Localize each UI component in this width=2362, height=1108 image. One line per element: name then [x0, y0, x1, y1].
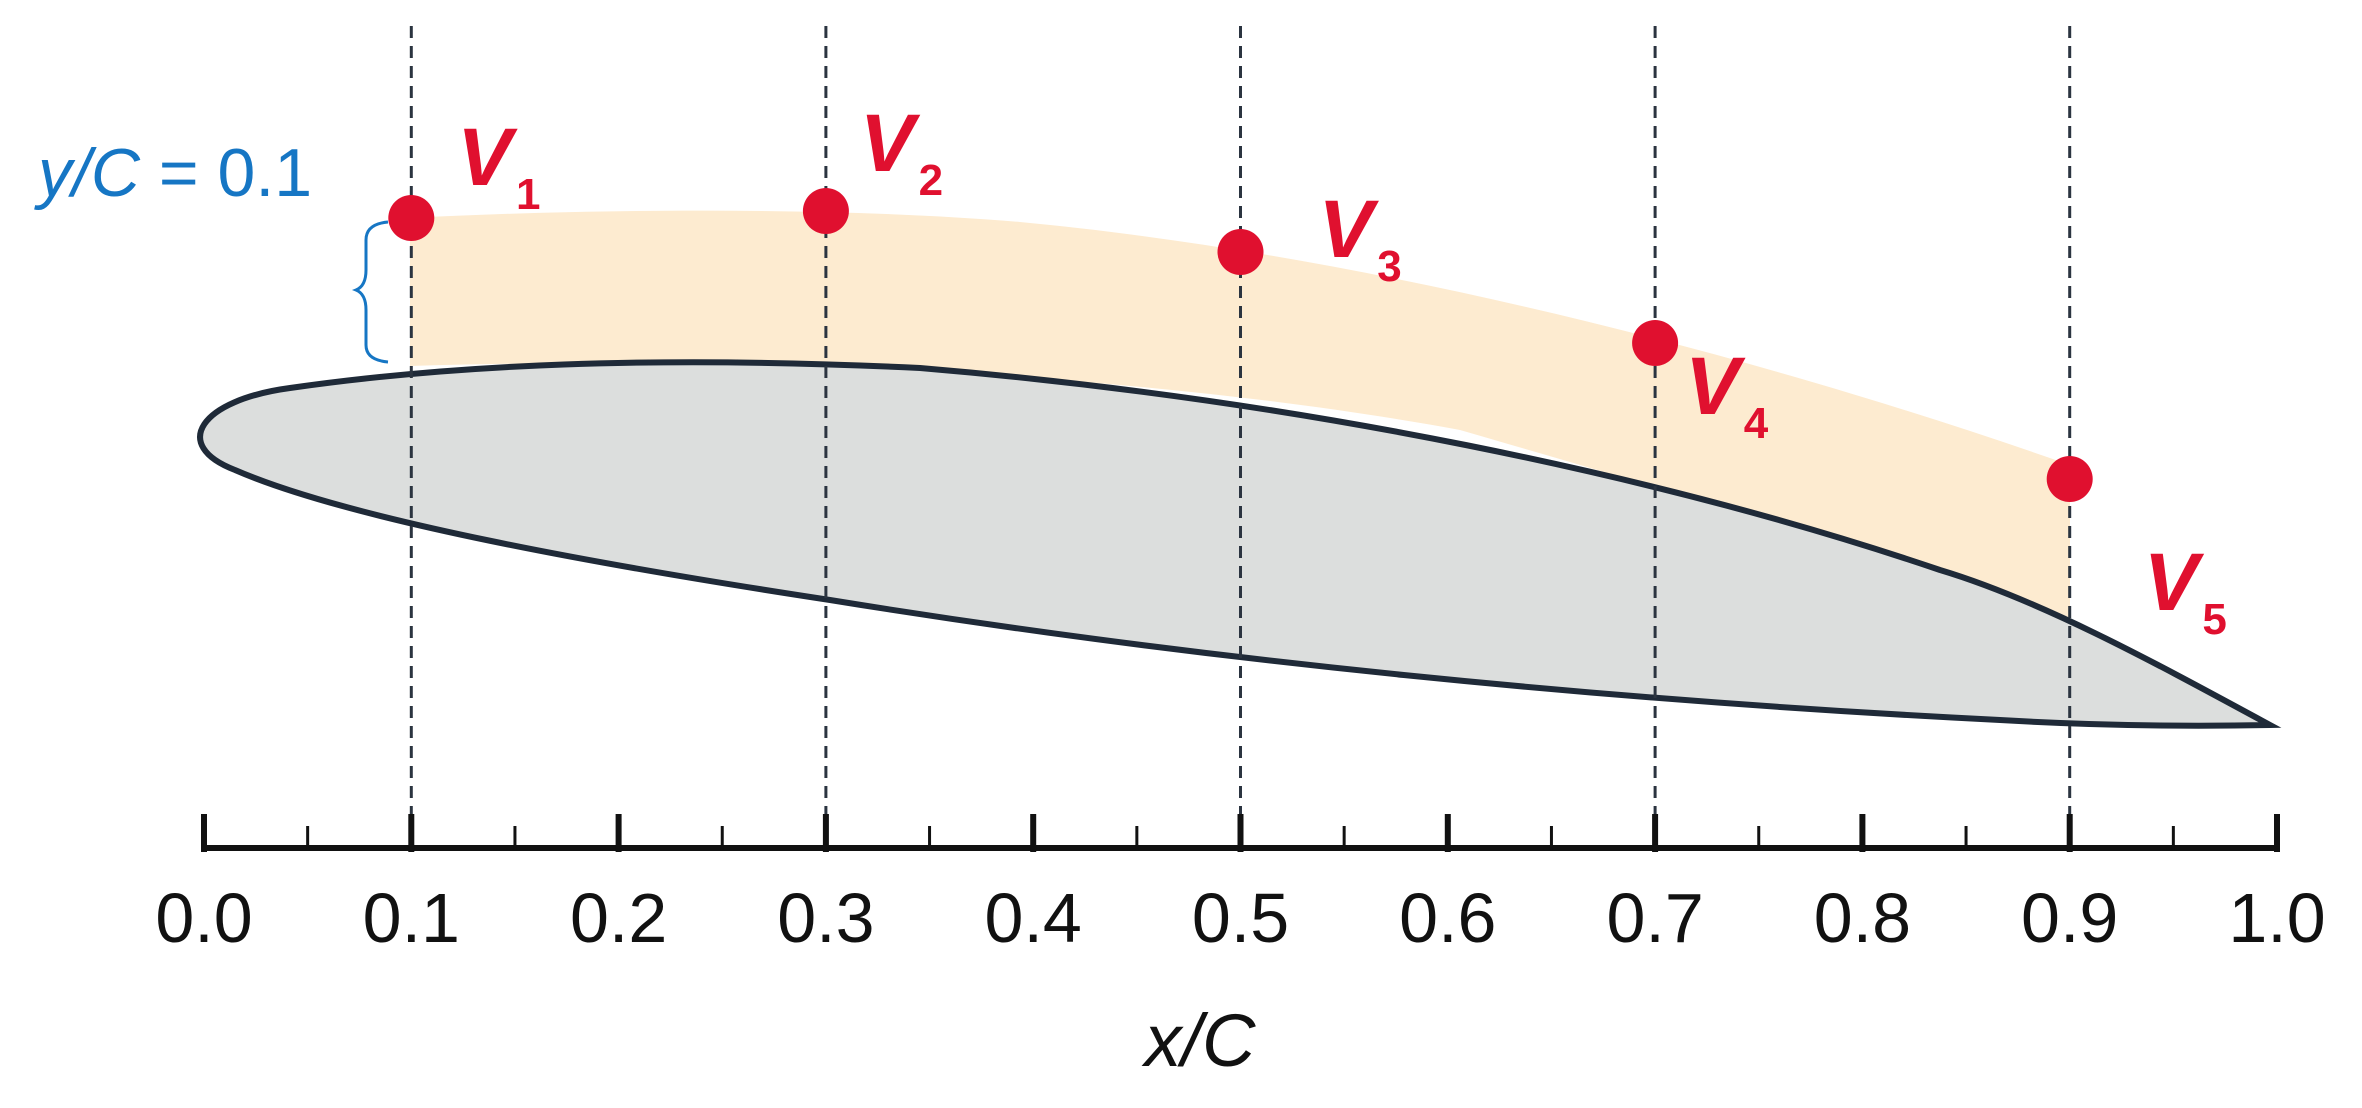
station-label-subscript: 3	[1377, 242, 1401, 291]
station-label-subscript: 2	[919, 156, 943, 205]
station-label: V1	[457, 112, 540, 219]
offset-equals: =	[140, 135, 218, 211]
x-axis-tick-labels: 0.0 0.1 0.2 0.3 0.4 0.5 0.6 0.7 0.8 0.9 1.0	[155, 879, 2325, 957]
offset-band	[410, 210, 2070, 643]
station-point	[802, 188, 849, 234]
x-axis-title: x/C	[1142, 999, 1257, 1082]
x-tick-label: 0.6	[1399, 879, 1496, 957]
x-tick-label: 0.1	[363, 879, 460, 957]
x-tick-label: 0.7	[1606, 879, 1703, 957]
station-label-symbol: V	[2144, 537, 2205, 628]
station-label: V4	[1685, 341, 1769, 448]
offset-brace	[351, 220, 389, 364]
station-point	[2046, 456, 2093, 502]
x-tick-label: 0.5	[1192, 879, 1289, 957]
x-tick-label: 1.0	[2228, 879, 2325, 957]
station-points	[388, 188, 2093, 502]
station-label-symbol: V	[860, 98, 921, 189]
station-label-subscript: 5	[2202, 595, 2226, 644]
station-point	[1217, 229, 1264, 275]
airfoil-profile	[197, 359, 2282, 729]
station-point	[1632, 320, 1679, 366]
x-tick-label: 0.2	[570, 879, 667, 957]
station-label-symbol: V	[1685, 341, 1746, 432]
x-tick-label: 0.0	[155, 879, 252, 957]
x-tick-label: 0.4	[985, 879, 1082, 957]
offset-annotation: y/C = 0.1	[34, 135, 389, 364]
station-label-symbol: V	[457, 112, 518, 203]
station-label: V3	[1319, 184, 1402, 291]
station-point	[388, 195, 435, 241]
station-lines	[409, 26, 2072, 848]
station-label-subscript: 4	[1744, 399, 1769, 448]
station-label-symbol: V	[1319, 184, 1380, 275]
station-label: V5	[2144, 537, 2227, 644]
offset-value: 0.1	[218, 135, 313, 211]
x-tick-label: 0.3	[777, 879, 874, 957]
station-label: V2	[860, 98, 943, 205]
x-axis-ticks	[201, 814, 2280, 852]
x-axis: 0.0 0.1 0.2 0.3 0.4 0.5 0.6 0.7 0.8 0.9 1.0 x/C	[155, 814, 2326, 1082]
offset-variable: y/C	[34, 135, 141, 211]
x-tick-label: 0.8	[1814, 879, 1911, 957]
x-tick-label: 0.9	[2021, 879, 2118, 957]
station-label-subscript: 1	[516, 170, 540, 219]
offset-label: y/C = 0.1	[34, 135, 312, 211]
